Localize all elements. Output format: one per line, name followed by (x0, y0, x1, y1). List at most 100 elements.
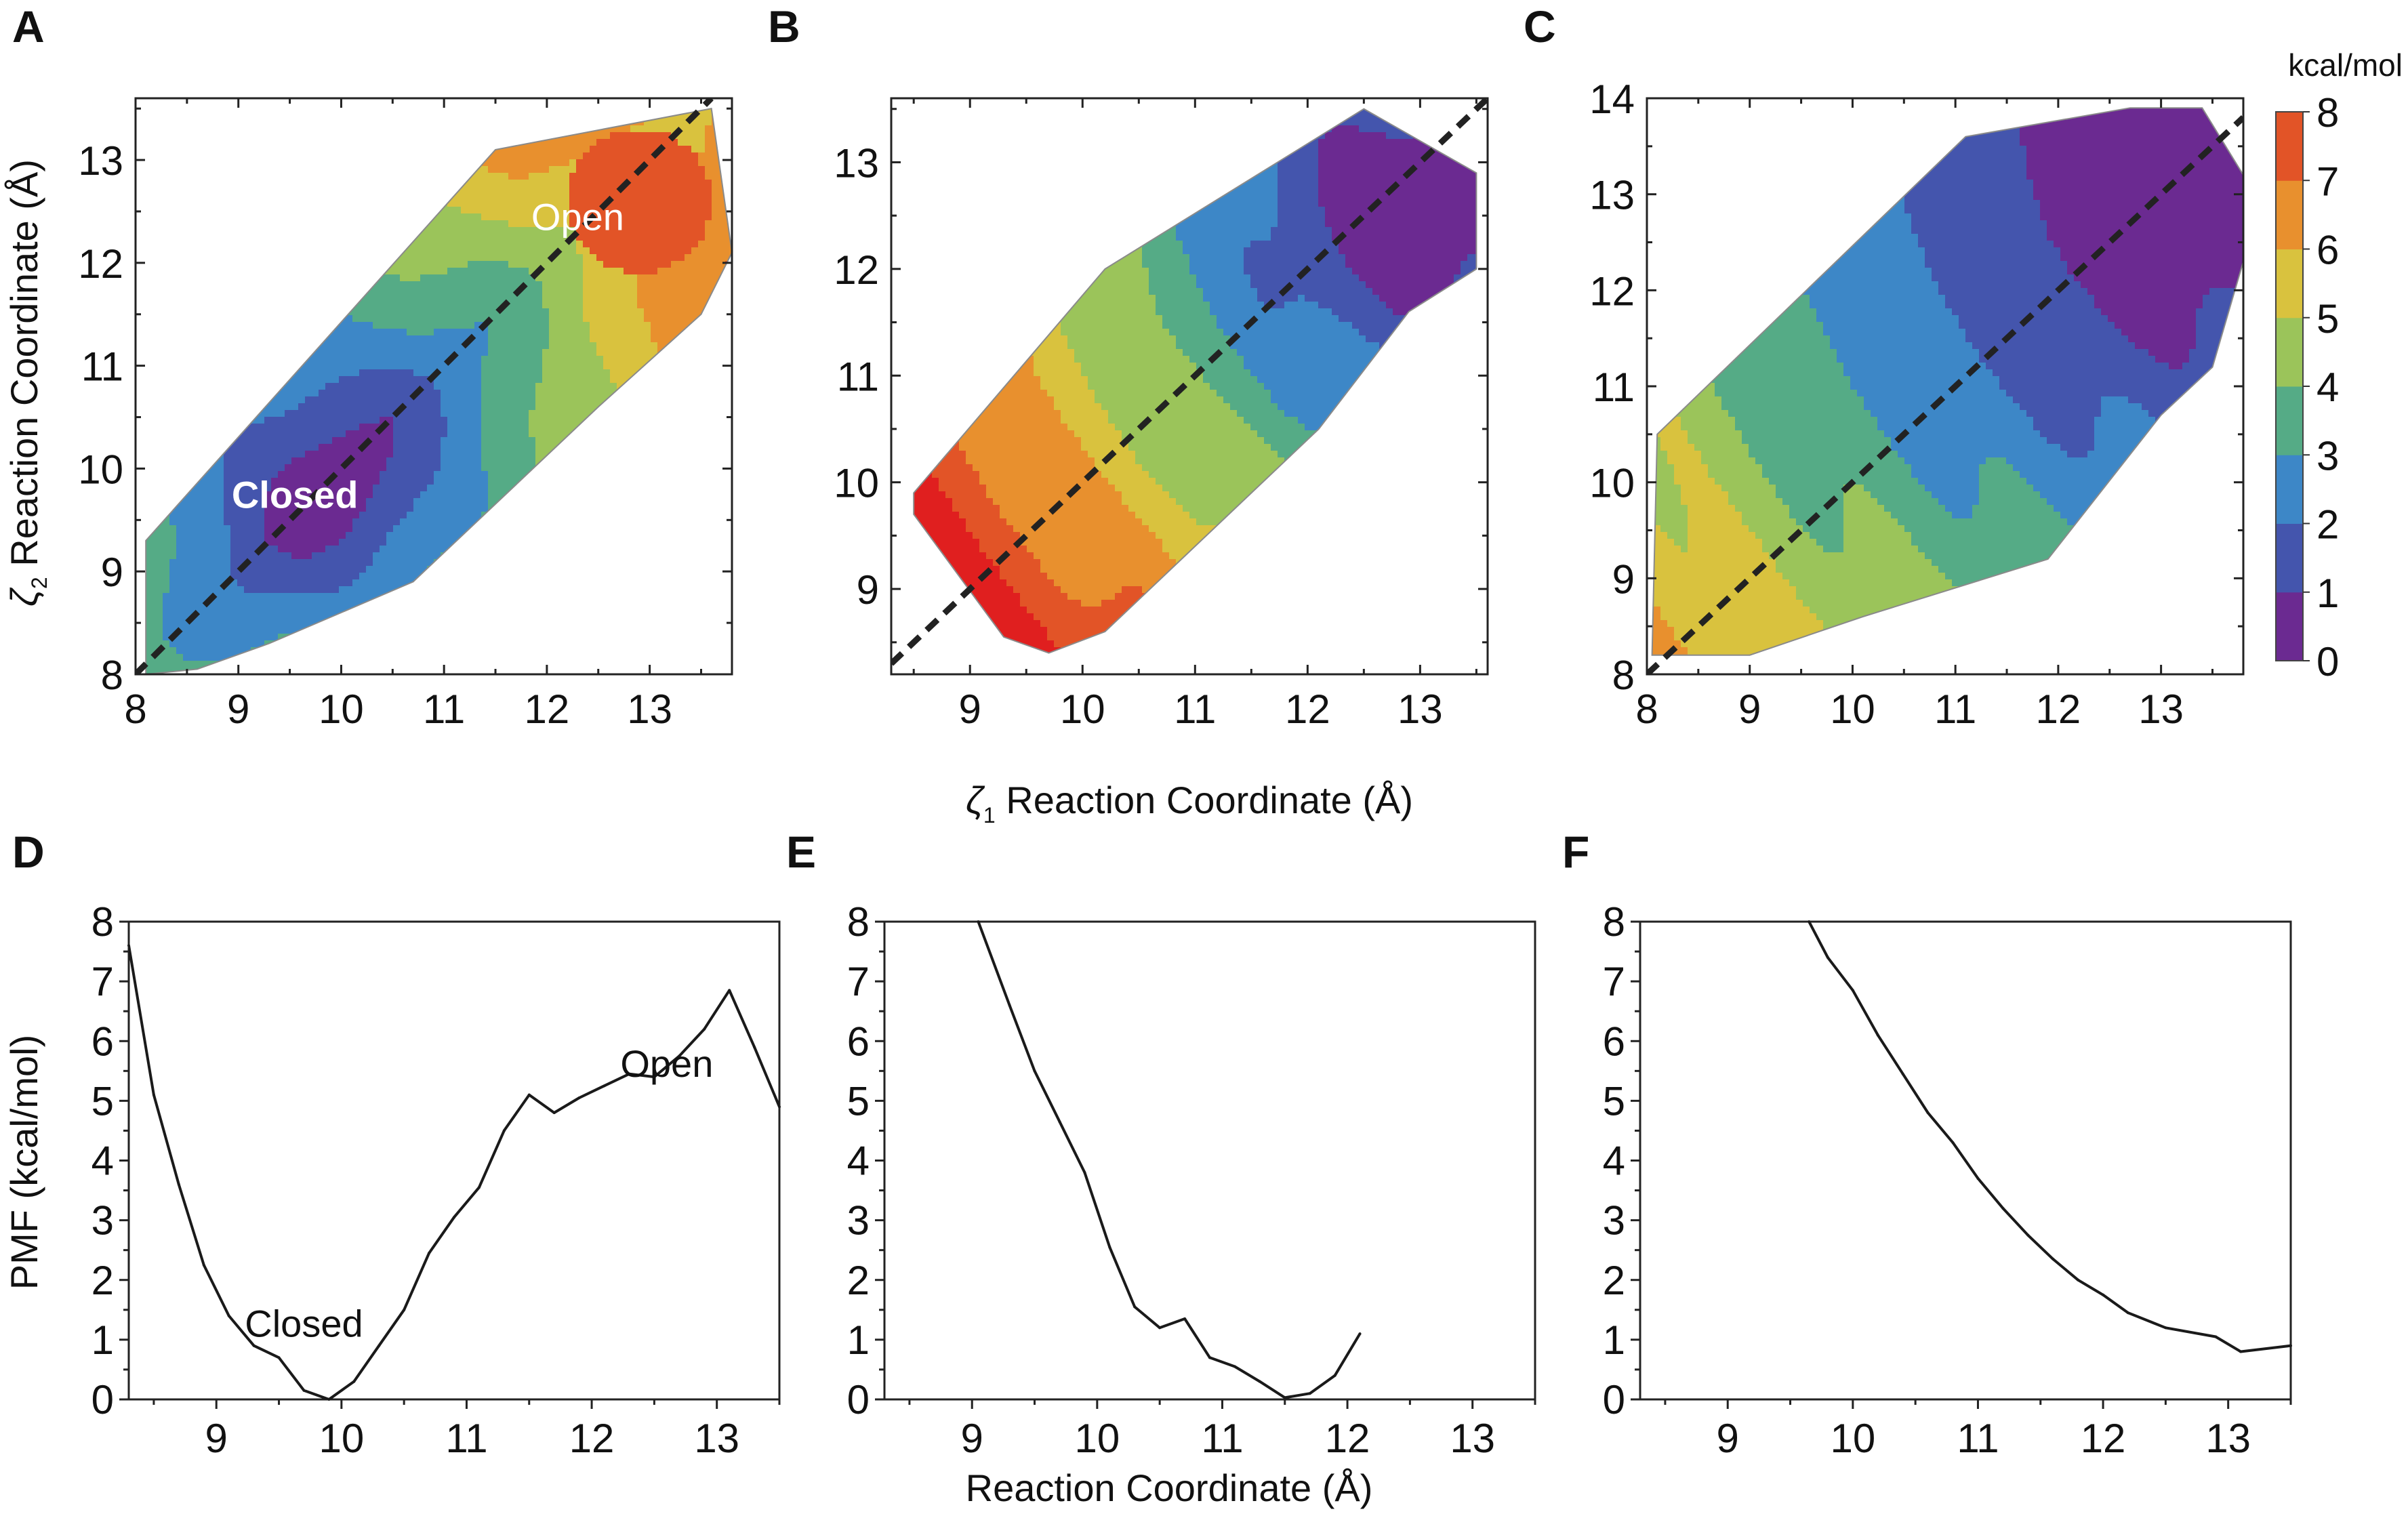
y-tick-label: 8 (1612, 653, 1635, 698)
pmf-point (1208, 1356, 1211, 1359)
x-axis-label-top: ζ1 Reaction Coordinate (Å) (966, 779, 1413, 827)
panel-letter-a: A (12, 1, 45, 52)
y-tick-label: 2 (1603, 1258, 1625, 1303)
x-tick-label: 10 (1060, 686, 1105, 732)
y-tick-label: 14 (1589, 77, 1635, 122)
x-tick-label: 12 (525, 686, 570, 732)
y-tick-label: 5 (91, 1078, 114, 1124)
pmf-point (2026, 1233, 2030, 1237)
x-tick-label: 10 (1830, 1416, 1875, 1461)
y-tick-label: 6 (91, 1019, 114, 1064)
y-tick-label: 1 (91, 1317, 114, 1363)
colorbar-tick-label: 3 (2317, 433, 2339, 478)
pmf-point (453, 1216, 455, 1219)
y-tick-label: 3 (91, 1198, 114, 1244)
y-tick-label: 11 (81, 344, 123, 390)
pmf-point (1008, 1004, 1011, 1007)
y-tick-label: 9 (101, 550, 123, 595)
pmf-point (2214, 1335, 2218, 1338)
pmf-point (477, 1186, 481, 1189)
y-tick-label: 2 (91, 1258, 114, 1303)
x-tick-label: 12 (1325, 1416, 1370, 1461)
x-tick-label: 10 (319, 1416, 364, 1461)
y-tick-label: 5 (1603, 1078, 1625, 1124)
pmf-point (628, 1072, 631, 1075)
pmf-point (1258, 1380, 1261, 1383)
hull-outline (145, 108, 733, 676)
pmf-point (703, 1027, 706, 1031)
y-tick-label: 11 (1593, 365, 1635, 410)
x-tick-label: 9 (961, 1416, 983, 1461)
x-tick-label: 12 (1285, 686, 1330, 732)
pmf-point (1308, 1392, 1311, 1395)
pmf-point (1876, 1033, 1879, 1037)
y-tick-label: 10 (1589, 461, 1635, 506)
y-tick-label: 3 (1603, 1198, 1625, 1244)
y-tick-label: 4 (1603, 1138, 1625, 1184)
y-tick-label: 11 (837, 354, 879, 399)
x-tick-label: 9 (959, 686, 981, 732)
pmf-point (678, 1054, 681, 1058)
pmf-point (502, 1129, 506, 1132)
y-tick-label: 3 (847, 1198, 870, 1244)
y-tick-label: 2 (847, 1258, 870, 1303)
y-tick-label: 5 (847, 1078, 870, 1124)
pmf-point (1808, 920, 1811, 923)
x-tick-label: 11 (423, 686, 465, 732)
pmf-point (1083, 1171, 1086, 1174)
x-tick-label: 13 (2205, 1416, 2251, 1461)
pmf-point (2077, 1278, 2080, 1281)
x-tick-label: 13 (2138, 686, 2184, 732)
pmf-point (277, 1356, 281, 1359)
y-tick-label: 7 (847, 959, 870, 1004)
pmf-point (2127, 1311, 2129, 1315)
pmf-point (778, 1105, 781, 1109)
x-tick-label: 8 (1635, 686, 1658, 732)
y-tick-label: 13 (834, 140, 879, 186)
pmf-point (1158, 1326, 1162, 1330)
x-tick-label: 11 (1174, 686, 1216, 732)
pmf-point (177, 1183, 180, 1186)
y-tick-label: 13 (1589, 173, 1635, 218)
y-tick-label: 12 (834, 247, 879, 293)
colorbar-tick-label: 2 (2317, 502, 2339, 548)
y-tick-label: 4 (91, 1138, 114, 1184)
y-tick-label: 8 (1603, 899, 1625, 945)
pmf-point (2289, 1344, 2292, 1347)
y-tick-label: 4 (847, 1138, 870, 1184)
colorbar-tick-label: 8 (2317, 90, 2339, 136)
x-tick-label: 13 (694, 1416, 739, 1461)
y-tick-label: 6 (1603, 1019, 1625, 1064)
x-tick-label: 10 (1830, 686, 1875, 732)
colorbar-band (2276, 249, 2303, 319)
y-tick-label: 1 (847, 1317, 870, 1363)
annotation-closed: Closed (232, 473, 359, 516)
pmf-point (1108, 1246, 1111, 1249)
pmf-point (2052, 1257, 2055, 1260)
pmf-point (1976, 1176, 1980, 1180)
pmf-point (1233, 1365, 1236, 1368)
colorbar-tick-label: 6 (2317, 228, 2339, 273)
y-tick-label: 9 (1612, 556, 1635, 602)
y-tick-label: 1 (1603, 1317, 1625, 1363)
pmf-point (1358, 1332, 1362, 1336)
pmf-line (1808, 922, 2291, 1353)
colorbar-tick-label: 5 (2317, 296, 2339, 342)
x-tick-label: 11 (1201, 1416, 1243, 1461)
colorbar-unit: kcal/mol (2288, 47, 2403, 83)
colorbar-band (2276, 386, 2303, 455)
x-tick-label: 11 (1957, 1416, 1999, 1461)
colorbar-band (2276, 317, 2303, 387)
y-tick-label: 9 (857, 567, 879, 613)
pmf-line (977, 922, 1362, 1399)
panel-letter-c: C (1524, 1, 1556, 52)
x-tick-label: 12 (2036, 686, 2081, 732)
pmf-point (977, 920, 980, 923)
pmf-point (577, 1096, 581, 1099)
pmf-point (728, 989, 731, 992)
x-tick-label: 9 (227, 686, 249, 732)
y-tick-label: 8 (101, 653, 123, 698)
diagonal-line (136, 98, 714, 674)
